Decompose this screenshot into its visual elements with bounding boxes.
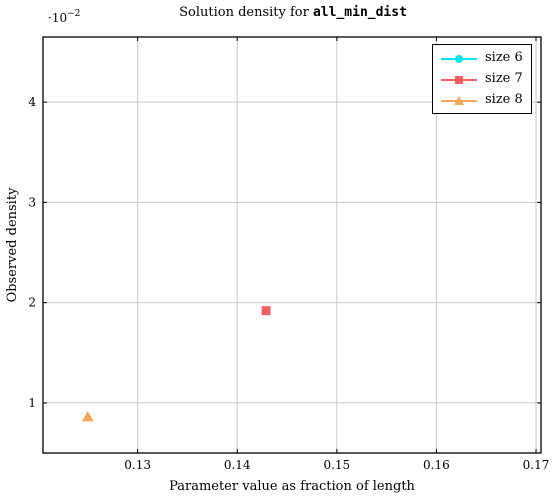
legend: size 6 size 7 size 8 bbox=[432, 44, 532, 114]
x-axis-label: Parameter value as fraction of length bbox=[169, 479, 415, 494]
x-tick-label: 0.16 bbox=[423, 458, 450, 472]
plot-frame bbox=[42, 36, 542, 454]
data-point-square bbox=[261, 306, 271, 316]
y-tick-label: 2 bbox=[28, 296, 36, 310]
legend-label: size 6 bbox=[485, 50, 523, 65]
x-tick-label: 0.14 bbox=[224, 458, 251, 472]
data-point-triangle bbox=[81, 410, 94, 422]
data-marks bbox=[81, 306, 271, 422]
square-marker-icon bbox=[441, 76, 477, 84]
x-tick-label: 0.17 bbox=[523, 458, 550, 472]
x-tick-label: 0.13 bbox=[124, 458, 151, 472]
y-tick-label: 4 bbox=[28, 95, 36, 109]
y-tick-label: 1 bbox=[28, 396, 36, 410]
chart-title: Solution density for all_min_dist bbox=[179, 5, 407, 20]
legend-label: size 8 bbox=[485, 92, 523, 107]
circle-marker-icon bbox=[441, 55, 477, 63]
x-ticks: 0.13 0.14 0.15 0.16 0.17 bbox=[124, 37, 549, 472]
y-axis-label: Observed density bbox=[5, 187, 20, 302]
legend-item-size-7: size 7 bbox=[439, 70, 531, 90]
legend-label: size 7 bbox=[485, 71, 523, 86]
x-tick-label: 0.15 bbox=[323, 458, 350, 472]
legend-item-size-6: size 6 bbox=[439, 49, 531, 69]
triangle-marker-icon bbox=[441, 96, 477, 105]
legend-item-size-8: size 8 bbox=[439, 91, 531, 111]
y-tick-label: 3 bbox=[28, 195, 36, 209]
y-multiplier: ·10−2 bbox=[48, 9, 80, 25]
y-ticks: 1 2 3 4 bbox=[28, 95, 541, 410]
